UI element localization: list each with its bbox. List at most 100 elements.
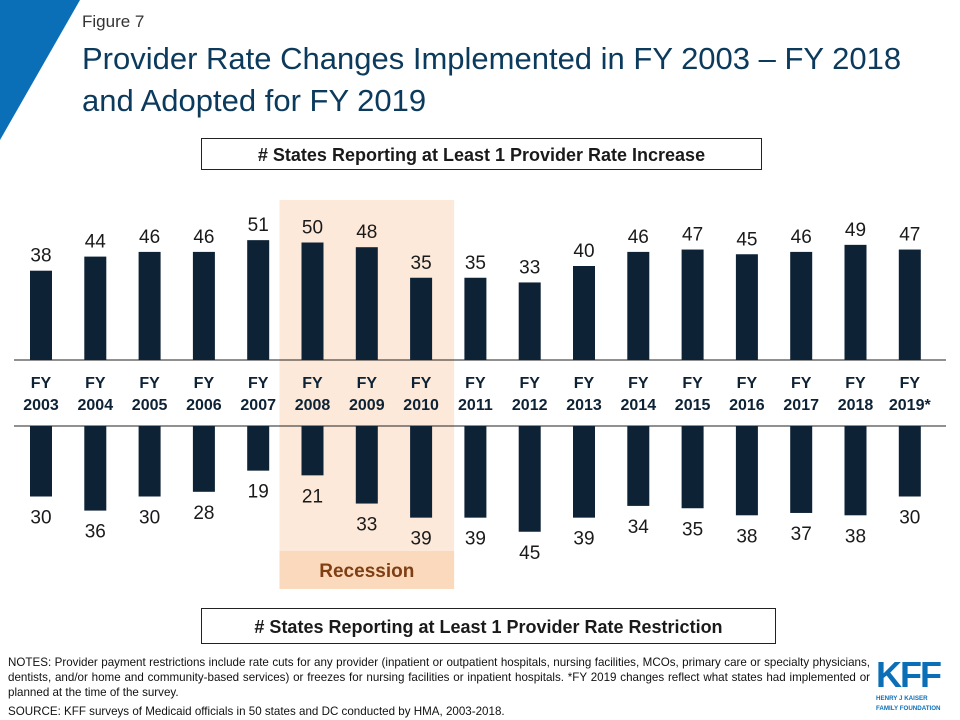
increase-bar bbox=[84, 256, 107, 360]
restriction-bar bbox=[898, 426, 921, 497]
category-label: 2013 bbox=[566, 397, 602, 414]
restriction-value-label: 39 bbox=[465, 529, 486, 550]
category-label: FY bbox=[737, 375, 758, 392]
restriction-value-label: 34 bbox=[628, 517, 650, 538]
increase-bar bbox=[30, 270, 52, 360]
category-label: FY bbox=[302, 375, 323, 392]
increase-bar bbox=[464, 277, 487, 360]
increase-value-label: 48 bbox=[356, 222, 377, 243]
kff-logo: KFF HENRY J KAISER FAMILY FOUNDATION bbox=[876, 657, 956, 712]
category-label: 2010 bbox=[403, 397, 439, 414]
increase-bar bbox=[735, 254, 758, 360]
category-label: FY bbox=[139, 375, 160, 392]
category-label: FY bbox=[574, 375, 595, 392]
increase-value-label: 35 bbox=[411, 253, 432, 274]
category-label: FY bbox=[31, 375, 52, 392]
increase-value-label: 46 bbox=[193, 227, 214, 248]
increase-value-label: 38 bbox=[30, 246, 51, 267]
increase-bar bbox=[844, 244, 867, 360]
increase-value-label: 47 bbox=[682, 225, 703, 246]
increase-value-label: 46 bbox=[628, 227, 649, 248]
category-label: FY bbox=[682, 375, 703, 392]
restriction-bar bbox=[410, 426, 433, 518]
category-label: FY bbox=[248, 375, 269, 392]
increase-value-label: 49 bbox=[845, 220, 866, 241]
category-label: 2003 bbox=[23, 397, 59, 414]
increase-value-label: 33 bbox=[519, 257, 540, 278]
increase-bar bbox=[790, 251, 813, 360]
category-label: 2011 bbox=[458, 397, 493, 414]
category-label: FY bbox=[465, 375, 486, 392]
notes-text: NOTES: Provider payment restrictions inc… bbox=[8, 656, 870, 699]
restriction-bar bbox=[192, 426, 215, 492]
category-label: FY bbox=[519, 375, 540, 392]
category-label: 2005 bbox=[132, 397, 168, 414]
restriction-bar bbox=[627, 426, 650, 506]
restriction-value-label: 30 bbox=[139, 508, 160, 529]
logo-subtitle-2: FAMILY FOUNDATION bbox=[876, 704, 941, 712]
restriction-value-label: 35 bbox=[682, 519, 703, 540]
increase-bar bbox=[573, 266, 595, 360]
category-label: 2009 bbox=[349, 397, 385, 414]
increase-value-label: 46 bbox=[139, 227, 160, 248]
restriction-bar bbox=[573, 426, 595, 518]
increase-bar bbox=[138, 251, 161, 360]
increase-bar bbox=[192, 251, 215, 360]
category-label: FY bbox=[900, 375, 921, 392]
category-label: 2012 bbox=[512, 397, 548, 414]
restriction-bar bbox=[518, 426, 541, 532]
restriction-value-label: 39 bbox=[411, 529, 432, 550]
restriction-bar bbox=[30, 426, 52, 497]
category-label: FY bbox=[357, 375, 378, 392]
category-label: FY bbox=[194, 375, 215, 392]
increase-value-label: 47 bbox=[899, 225, 920, 246]
increase-bar bbox=[355, 247, 378, 360]
increase-value-label: 35 bbox=[465, 253, 486, 274]
chart-title: Provider Rate Changes Implemented in FY … bbox=[82, 41, 902, 118]
increase-value-label: 46 bbox=[791, 227, 812, 248]
restriction-value-label: 37 bbox=[791, 524, 812, 545]
logo-wordmark: KFF bbox=[876, 654, 942, 695]
increase-bar bbox=[247, 240, 270, 360]
category-label: 2007 bbox=[240, 397, 276, 414]
restriction-bar bbox=[844, 426, 867, 516]
recession-label-box bbox=[279, 551, 455, 589]
restriction-value-label: 39 bbox=[573, 529, 594, 550]
logo-subtitle-1: HENRY J KAISER bbox=[876, 695, 928, 702]
category-label: 2004 bbox=[78, 397, 114, 414]
increase-bar bbox=[898, 249, 921, 360]
restriction-value-label: 45 bbox=[519, 543, 540, 564]
recession-label: Recession bbox=[319, 561, 414, 582]
category-label: FY bbox=[628, 375, 649, 392]
restriction-series-label: # States Reporting at Least 1 Provider R… bbox=[201, 608, 776, 644]
restriction-bar bbox=[301, 426, 324, 476]
restriction-bar bbox=[247, 426, 270, 471]
restriction-bar bbox=[138, 426, 161, 497]
category-label: 2018 bbox=[838, 397, 874, 414]
restriction-value-label: 28 bbox=[193, 503, 214, 524]
increase-bar bbox=[301, 242, 324, 360]
restriction-value-label: 19 bbox=[248, 482, 269, 503]
increase-value-label: 45 bbox=[736, 229, 757, 250]
category-label: 2017 bbox=[783, 397, 819, 414]
category-label: FY bbox=[791, 375, 812, 392]
restriction-bar bbox=[790, 426, 813, 513]
restriction-value-label: 30 bbox=[899, 508, 920, 529]
restriction-value-label: 21 bbox=[302, 486, 323, 507]
category-label: 2015 bbox=[675, 397, 711, 414]
restriction-value-label: 33 bbox=[356, 515, 377, 536]
category-label: FY bbox=[411, 375, 432, 392]
category-label: FY bbox=[845, 375, 866, 392]
category-label: FY bbox=[85, 375, 106, 392]
restriction-bar bbox=[84, 426, 107, 511]
increase-bar bbox=[518, 282, 541, 360]
figure-label: Figure 7 bbox=[82, 12, 145, 31]
restriction-value-label: 30 bbox=[30, 508, 51, 529]
increase-series-label: # States Reporting at Least 1 Provider R… bbox=[201, 138, 762, 170]
source-text: SOURCE: KFF surveys of Medicaid official… bbox=[8, 705, 505, 718]
category-label: 2019* bbox=[889, 397, 932, 414]
category-label: 2014 bbox=[621, 397, 657, 414]
restriction-bar bbox=[464, 426, 487, 518]
category-label: 2006 bbox=[186, 397, 222, 414]
